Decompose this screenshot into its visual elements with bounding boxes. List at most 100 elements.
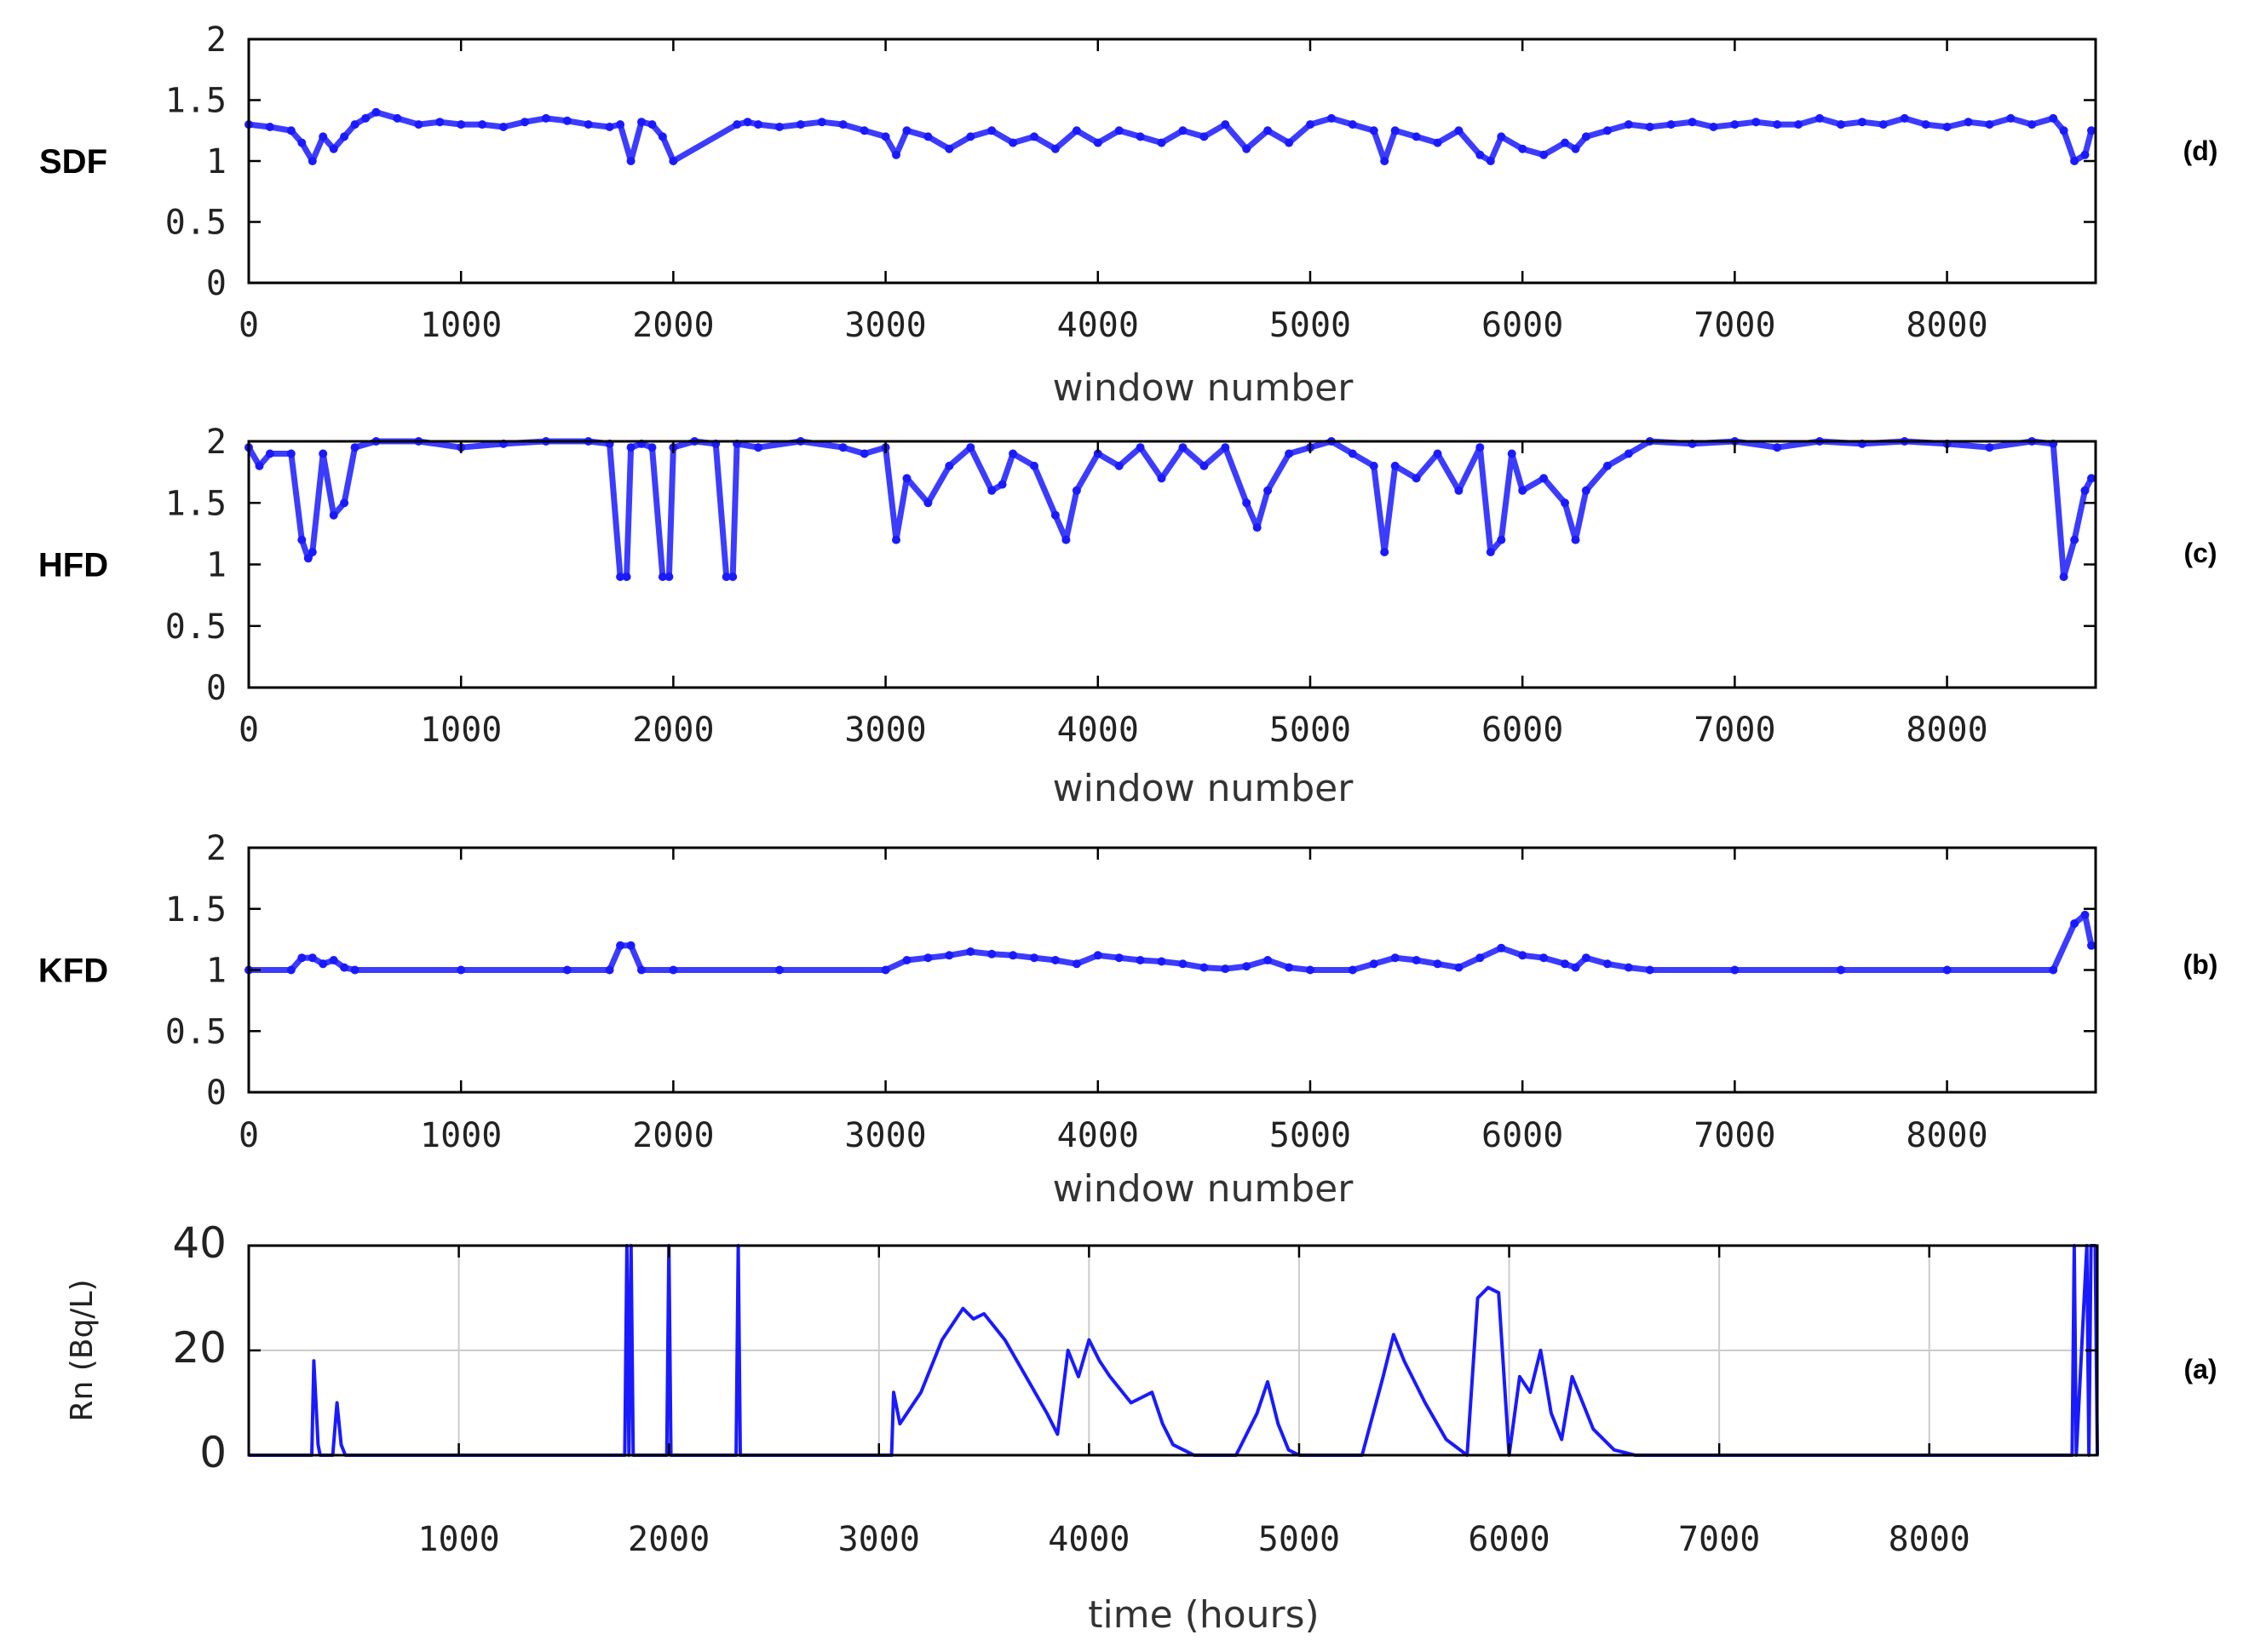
sdf-data-point-97 — [2070, 157, 2079, 165]
sdf-data-point-64 — [1433, 138, 1442, 147]
sdf-data-point-11 — [393, 113, 402, 123]
sdf-data-point-46 — [1072, 126, 1081, 135]
hfd-data-point-75 — [1571, 535, 1580, 544]
sdf-data-point-2 — [286, 126, 296, 135]
sdf-data-point-24 — [637, 118, 646, 127]
kfd-data-point-25 — [1072, 959, 1081, 969]
sdf-data-point-19 — [562, 116, 572, 125]
rn-x-tick-label-2: 3000 — [838, 1520, 920, 1559]
sdf-x-tick-label-1: 1000 — [420, 306, 502, 345]
kfd-data-point-36 — [1306, 965, 1314, 975]
hfd-data-point-49 — [1114, 461, 1124, 470]
rn-x-axis-label: time (hours) — [1088, 1593, 1319, 1637]
sdf-data-point-39 — [923, 132, 933, 141]
kfd-data-point-33 — [1242, 962, 1251, 971]
sdf-data-point-26 — [658, 132, 667, 141]
kfd-data-point-17 — [902, 956, 912, 964]
hfd-data-point-53 — [1199, 461, 1209, 470]
sdf-data-point-49 — [1136, 132, 1145, 141]
kfd-data-point-38 — [1369, 959, 1378, 969]
hfd-y-tick-label-1: 0.5 — [165, 607, 227, 647]
kfd-data-point-32 — [1221, 964, 1230, 974]
sdf-data-point-18 — [541, 113, 550, 123]
hfd-data-point-23 — [658, 573, 667, 581]
hfd-data-point-34 — [860, 449, 869, 458]
kfd-data-point-53 — [1730, 965, 1740, 975]
kfd-data-point-48 — [1571, 963, 1580, 972]
kfd-data-point-57 — [2070, 919, 2079, 928]
hfd-data-point-1 — [255, 461, 264, 470]
hfd-data-point-72 — [1518, 486, 1527, 495]
hfd-x-tick-label-7: 7000 — [1694, 711, 1775, 750]
hfd-data-point-90 — [2059, 573, 2068, 581]
hfd-x-tick-label-1: 1000 — [420, 711, 502, 750]
rn-y-tick-label-0: 0 — [199, 1428, 227, 1477]
hfd-data-point-9 — [340, 498, 349, 508]
kfd-data-point-2 — [297, 953, 307, 963]
kfd-data-point-41 — [1433, 959, 1442, 969]
hfd-x-tick-label-0: 0 — [239, 711, 259, 750]
kfd-data-point-50 — [1602, 959, 1612, 969]
hfd-data-point-65 — [1412, 474, 1421, 483]
kfd-data-point-51 — [1624, 963, 1633, 972]
hfd-data-point-37 — [902, 474, 912, 483]
sdf-data-point-83 — [1794, 120, 1803, 130]
hfd-data-point-70 — [1497, 535, 1506, 544]
kfd-data-point-23 — [1030, 953, 1038, 963]
sdf-data-point-44 — [1030, 132, 1038, 141]
sdf-data-point-80 — [1730, 120, 1740, 130]
kfd-x-tick-label-5: 5000 — [1269, 1116, 1351, 1155]
kfd-data-point-26 — [1093, 951, 1102, 960]
kfd-data-point-49 — [1581, 953, 1590, 963]
hfd-data-point-56 — [1252, 523, 1262, 532]
sdf-data-point-81 — [1751, 118, 1761, 127]
sdf-y-tick-label-1: 0.5 — [165, 204, 227, 243]
sdf-data-point-52 — [1199, 132, 1209, 141]
sdf-data-point-17 — [520, 118, 529, 127]
sdf-data-point-79 — [1709, 123, 1718, 131]
sdf-data-point-32 — [796, 120, 805, 130]
sdf-x-tick-label-0: 0 — [239, 306, 259, 345]
kfd-data-point-10 — [605, 965, 614, 975]
kfd-data-point-1 — [286, 965, 296, 975]
hfd-data-point-52 — [1178, 443, 1188, 452]
sdf-data-point-31 — [775, 123, 784, 131]
hfd-data-point-6 — [308, 548, 317, 556]
sdf-data-point-51 — [1178, 126, 1188, 135]
kfd-x-tick-label-7: 7000 — [1694, 1116, 1775, 1155]
hfd-x-tick-label-3: 3000 — [844, 711, 926, 750]
kfd-data-point-27 — [1114, 953, 1124, 963]
sdf-data-point-71 — [1561, 138, 1569, 147]
sdf-data-point-4 — [308, 157, 317, 165]
sdf-data-point-93 — [2006, 113, 2016, 123]
sdf-data-point-6 — [329, 144, 338, 153]
hfd-x-tick-label-5: 5000 — [1269, 711, 1351, 750]
hfd-data-point-18 — [616, 573, 625, 581]
rn-y-tick-label-2: 40 — [172, 1218, 227, 1268]
sdf-data-point-33 — [817, 118, 826, 127]
sdf-data-point-86 — [1857, 118, 1866, 127]
sdf-data-point-65 — [1454, 126, 1464, 135]
kfd-data-point-29 — [1157, 957, 1166, 966]
hfd-y-tick-label-2: 1 — [206, 546, 227, 585]
hfd-data-point-64 — [1390, 461, 1400, 470]
sdf-data-point-50 — [1157, 138, 1166, 147]
hfd-data-point-28 — [722, 573, 731, 581]
sdf-data-point-10 — [371, 107, 381, 117]
sdf-data-point-37 — [892, 150, 900, 159]
sdf-data-point-16 — [499, 123, 508, 131]
sdf-x-tick-label-8: 8000 — [1906, 306, 1987, 345]
sdf-data-point-69 — [1518, 144, 1527, 153]
hfd-data-point-55 — [1242, 498, 1251, 508]
sdf-data-point-90 — [1942, 123, 1952, 131]
kfd-data-point-4 — [319, 959, 328, 969]
hfd-data-point-3 — [286, 449, 296, 458]
hfd-series-trace — [245, 438, 2095, 580]
hfd-data-point-24 — [664, 573, 674, 581]
hfd-data-point-51 — [1157, 474, 1166, 483]
sdf-data-point-42 — [987, 126, 997, 135]
sdf-data-point-68 — [1497, 132, 1506, 141]
sdf-x-tick-label-5: 5000 — [1269, 306, 1351, 345]
sdf-x-tick-label-6: 6000 — [1481, 306, 1563, 345]
kfd-data-point-40 — [1412, 956, 1421, 964]
